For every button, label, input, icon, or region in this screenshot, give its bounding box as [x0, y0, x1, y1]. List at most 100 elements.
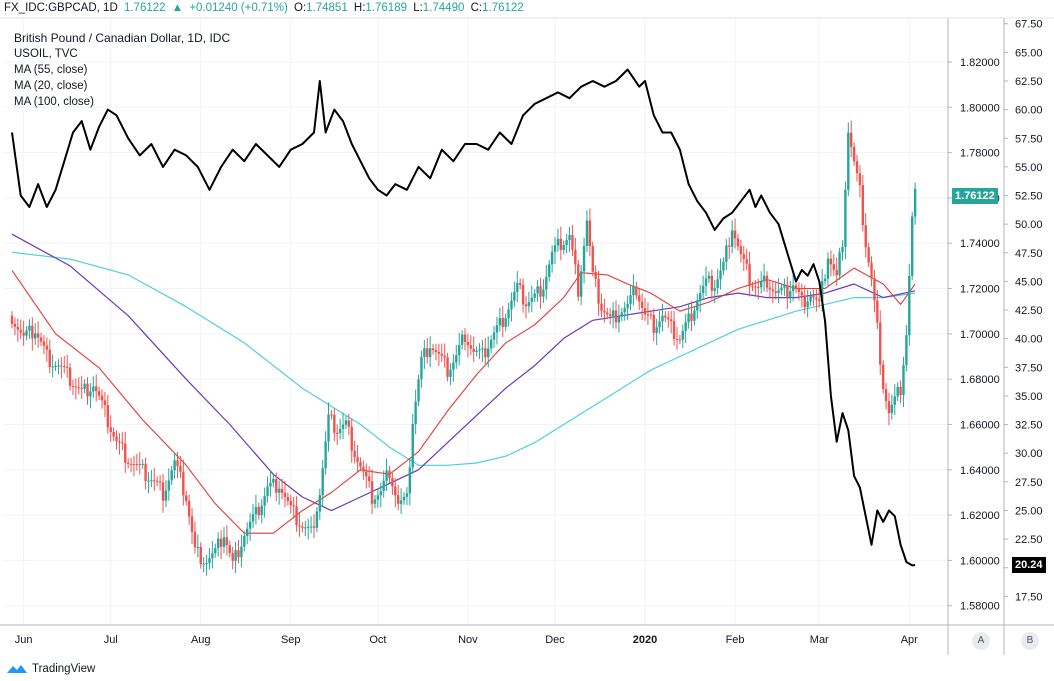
- candle-down: [112, 431, 115, 437]
- candle-up: [248, 521, 252, 529]
- candle-down: [728, 245, 731, 247]
- candle-up: [57, 365, 60, 367]
- candle-up: [321, 468, 324, 496]
- legend-title[interactable]: British Pound / Canadian Dollar, 1D, IDC: [14, 31, 231, 45]
- candle-down: [155, 480, 159, 482]
- oil-tick-label: 47.50: [1015, 248, 1043, 260]
- candle-down: [748, 263, 751, 287]
- candle-up: [582, 245, 586, 272]
- candle-down: [852, 146, 856, 162]
- candle-down: [237, 550, 240, 558]
- legend-ma20[interactable]: MA (20, close): [14, 80, 88, 92]
- candle-down: [597, 278, 600, 304]
- candle-down: [524, 304, 528, 307]
- candle-up: [902, 365, 905, 396]
- time-tick-label: Aug: [191, 634, 211, 646]
- candle-up: [260, 505, 263, 516]
- legend-usoil[interactable]: USOIL, TVC: [14, 48, 78, 60]
- candle-up: [460, 334, 464, 345]
- candle-up: [428, 348, 432, 358]
- candle-up: [838, 252, 841, 276]
- candle-up: [34, 333, 37, 339]
- candle-down: [347, 420, 351, 427]
- brand-name[interactable]: TradingView: [32, 663, 96, 675]
- candle-up: [585, 220, 589, 246]
- candle-down: [588, 220, 592, 247]
- candle-down: [103, 400, 107, 405]
- candle-up: [402, 496, 406, 501]
- candle-up: [222, 537, 226, 547]
- candle-down: [301, 526, 304, 528]
- moving-average-lines: [11, 233, 916, 534]
- oil-tick-label: 45.00: [1015, 276, 1043, 288]
- high-value: 1.76189: [365, 2, 407, 14]
- candle-up: [263, 496, 266, 506]
- time-tick-label: Sep: [281, 634, 301, 646]
- price-tick-label: 1.78000: [960, 148, 1000, 160]
- candle-up: [556, 238, 560, 246]
- oil-tick-label: 60.00: [1015, 105, 1043, 117]
- candle-down: [887, 401, 891, 414]
- ma20-line: [11, 267, 916, 534]
- candle-up: [89, 391, 92, 397]
- price-tick-label: 1.80000: [960, 102, 1000, 114]
- candle-down: [446, 357, 449, 377]
- candle-down: [199, 546, 202, 565]
- legend-ma55[interactable]: MA (55, close): [14, 64, 88, 76]
- candle-down: [367, 476, 371, 482]
- candle-up: [304, 527, 307, 529]
- candle-down: [864, 225, 867, 248]
- candle-up: [205, 563, 208, 565]
- candle-up: [516, 283, 519, 292]
- candle-down: [818, 299, 821, 302]
- candle-down: [118, 441, 121, 443]
- high-label: H:: [353, 2, 366, 14]
- usoil-series-line: [11, 68, 916, 567]
- candle-up: [170, 470, 173, 481]
- candle-up: [617, 316, 621, 323]
- candle-up: [54, 366, 57, 368]
- candle-down: [577, 264, 580, 297]
- candle-down: [472, 348, 475, 352]
- candle-down: [298, 525, 301, 527]
- candle-up: [324, 441, 327, 469]
- candle-down: [312, 526, 316, 528]
- auto-scale-button[interactable]: A: [972, 632, 990, 650]
- oil-tick-label: 57.50: [1015, 133, 1043, 145]
- candle-down: [815, 297, 818, 300]
- candle-up: [150, 480, 153, 482]
- candle-down: [484, 348, 487, 358]
- candle-down: [518, 283, 522, 285]
- candle-up: [762, 275, 766, 282]
- candle-up: [51, 366, 54, 368]
- candle-down: [867, 247, 870, 263]
- candle-down: [800, 292, 804, 296]
- candle-down: [193, 531, 197, 548]
- legend-ma100[interactable]: MA (100, close): [14, 96, 94, 108]
- candle-up: [254, 506, 258, 515]
- candle-up: [234, 550, 237, 561]
- candle-up: [579, 271, 583, 297]
- scale-b-button[interactable]: B: [1021, 632, 1039, 650]
- candle-down: [571, 235, 574, 250]
- candle-up: [272, 478, 275, 483]
- candle-down: [870, 262, 873, 279]
- time-tick-label: Mar: [810, 634, 829, 646]
- candle-down: [649, 314, 653, 316]
- candle-up: [408, 467, 412, 494]
- candle-down: [850, 132, 853, 147]
- low-value: 1.74490: [422, 2, 465, 14]
- candle-down: [190, 516, 194, 532]
- oil-tick-label: 32.50: [1015, 420, 1043, 432]
- candle-up: [344, 420, 348, 425]
- candle-down: [100, 395, 104, 401]
- candle-up: [83, 383, 86, 389]
- candle-up: [658, 321, 661, 328]
- candle-up: [411, 424, 414, 468]
- symbol-name[interactable]: FX_IDC:GBPCAD, 1D: [4, 2, 118, 14]
- candle-up: [730, 230, 734, 247]
- candle-down: [431, 348, 435, 351]
- candle-up: [704, 278, 708, 286]
- candle-up: [423, 348, 426, 357]
